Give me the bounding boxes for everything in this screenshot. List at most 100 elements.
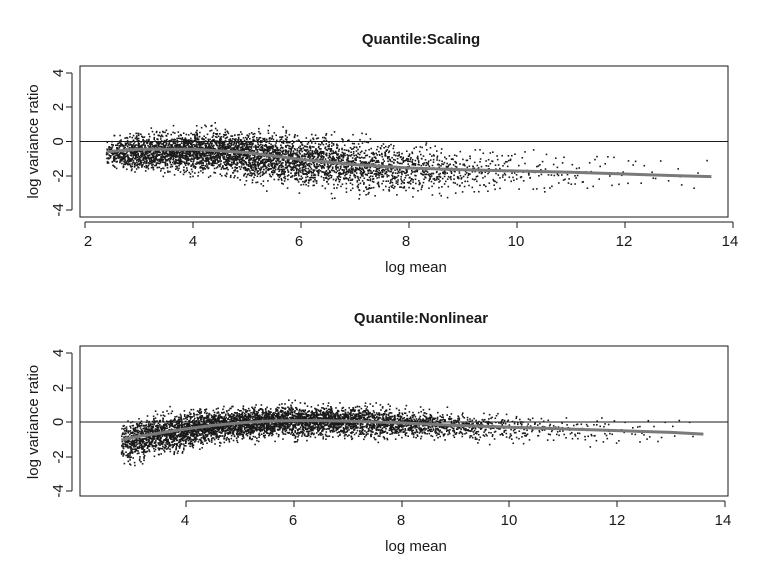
data-point: [269, 145, 271, 148]
data-point: [234, 163, 237, 166]
data-point: [115, 157, 117, 160]
data-point: [413, 187, 415, 190]
data-point: [255, 146, 258, 148]
data-point: [240, 162, 242, 164]
data-point: [205, 158, 208, 161]
data-point: [382, 162, 384, 164]
data-point: [331, 163, 334, 165]
data-point: [368, 191, 370, 194]
data-point: [174, 153, 176, 155]
data-point: [308, 172, 310, 174]
data-point: [223, 147, 226, 150]
data-point: [176, 165, 178, 168]
data-point: [540, 169, 542, 171]
data-point: [125, 430, 128, 433]
data-point: [396, 157, 399, 160]
data-point: [180, 142, 183, 144]
data-point: [405, 169, 407, 171]
data-point: [209, 138, 211, 141]
data-point: [171, 144, 173, 146]
data-point: [421, 186, 423, 189]
data-point: [312, 155, 314, 158]
data-point: [130, 154, 133, 156]
data-point: [208, 146, 210, 148]
data-point: [335, 152, 338, 154]
data-point: [342, 154, 344, 157]
x-tick-label: 10: [508, 233, 525, 250]
data-point: [409, 160, 411, 163]
data-point: [210, 157, 212, 159]
data-point: [196, 135, 198, 137]
data-point: [317, 154, 320, 156]
data-point: [125, 432, 127, 435]
data-point: [347, 178, 350, 180]
data-point: [416, 170, 418, 173]
data-point: [332, 157, 335, 159]
data-point: [215, 154, 218, 157]
data-point: [487, 190, 489, 192]
data-point: [355, 150, 358, 152]
data-point: [402, 157, 404, 160]
data-point: [356, 181, 359, 183]
data-point: [368, 168, 371, 171]
data-point: [132, 429, 135, 432]
data-point: [195, 156, 198, 159]
data-point: [178, 162, 180, 165]
data-point: [497, 164, 500, 166]
data-point: [388, 190, 391, 192]
data-point: [233, 147, 235, 149]
data-point: [310, 176, 313, 178]
data-point: [142, 427, 145, 430]
data-point: [402, 187, 404, 189]
panel-scaling-x-tick-labels: 2 4 6 8 10 12 14: [84, 233, 739, 250]
data-point: [141, 447, 143, 449]
data-point: [308, 171, 311, 173]
data-point: [304, 162, 306, 164]
data-point: [137, 134, 140, 137]
data-point: [215, 133, 218, 135]
data-point: [339, 176, 342, 178]
data-point: [400, 178, 402, 180]
data-point: [426, 171, 429, 173]
data-point: [130, 421, 132, 424]
data-point: [285, 150, 288, 153]
data-point: [205, 151, 208, 154]
data-point: [187, 162, 189, 164]
data-point: [414, 159, 417, 162]
data-point: [109, 156, 112, 159]
panel-scaling: Quantile:Scaling 2 4 6 8 10 12 14 log me…: [25, 31, 738, 276]
data-point: [237, 136, 240, 139]
data-point: [293, 147, 296, 150]
data-point: [611, 184, 613, 187]
data-point: [171, 165, 174, 168]
data-point: [279, 174, 282, 176]
data-point: [181, 138, 184, 140]
data-point: [375, 157, 377, 160]
data-point: [381, 173, 384, 176]
data-point: [141, 165, 143, 167]
data-point: [131, 168, 133, 170]
data-point: [462, 164, 464, 166]
data-point: [163, 141, 165, 143]
data-point: [294, 172, 296, 174]
data-point: [322, 177, 325, 179]
data-point: [259, 132, 262, 135]
data-point: [242, 166, 245, 169]
data-point: [146, 154, 149, 157]
data-point: [454, 192, 457, 194]
data-point: [158, 145, 160, 148]
data-point: [136, 138, 138, 141]
data-point: [214, 151, 217, 154]
data-point: [304, 173, 307, 175]
data-point: [321, 142, 323, 145]
data-point: [412, 196, 414, 198]
data-point: [183, 138, 186, 141]
data-point: [253, 160, 256, 163]
data-point: [141, 153, 144, 155]
data-point: [136, 164, 138, 167]
data-point: [448, 155, 451, 157]
data-point: [255, 168, 258, 170]
data-point: [323, 139, 325, 142]
data-point: [414, 178, 417, 181]
data-point: [207, 167, 210, 169]
